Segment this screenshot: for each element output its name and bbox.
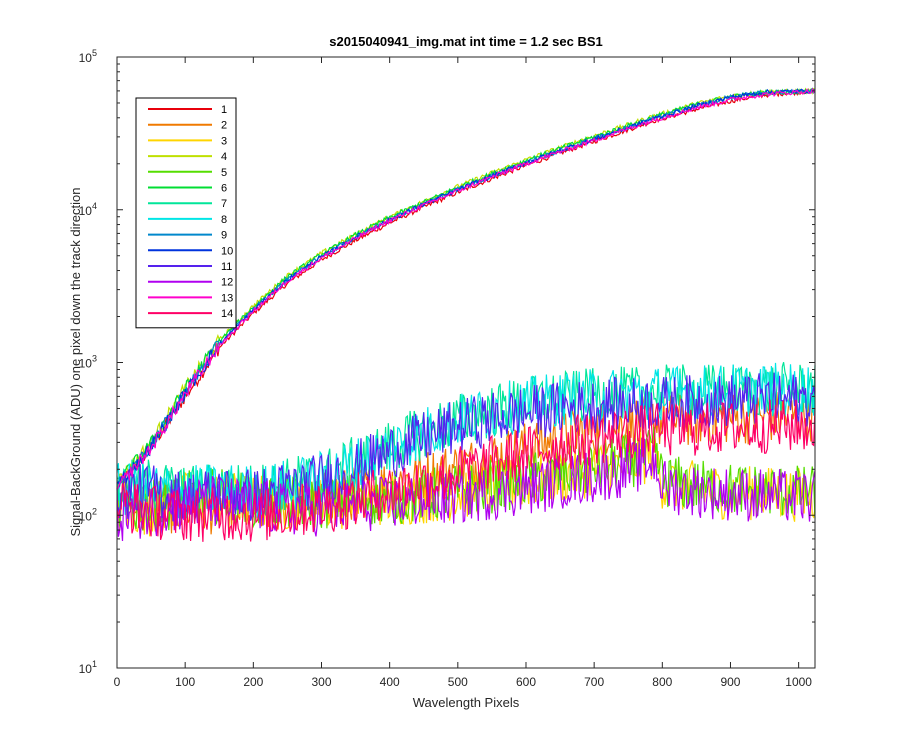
y-tick-label: 105: [79, 48, 97, 65]
legend-label: 1: [221, 104, 227, 116]
x-tick-label: 400: [380, 675, 400, 689]
x-tick-label: 900: [720, 675, 740, 689]
legend-label: 13: [221, 292, 233, 304]
legend-label: 5: [221, 167, 227, 179]
x-tick-label: 600: [516, 675, 536, 689]
x-axis-label: Wavelength Pixels: [413, 695, 520, 710]
series-line-13: [116, 87, 816, 490]
y-tick-label: 103: [79, 354, 97, 371]
chart-title: s2015040941_img.mat int time = 1.2 sec B…: [329, 34, 603, 49]
plot-frame: [116, 56, 816, 669]
x-tick-label: 0: [114, 675, 121, 689]
legend-label: 11: [221, 261, 232, 273]
y-axis-label: Signal-BackGround (ADU) one pixel down t…: [68, 187, 83, 536]
legend-label: 3: [221, 135, 227, 147]
x-axis: 0 100 200 300 400 500 600 700 800 900 1000: [114, 57, 812, 689]
series-line-12: [116, 437, 816, 542]
x-tick-label: 500: [448, 675, 468, 689]
y-tick-label: 101: [79, 659, 97, 676]
legend-box: [135, 97, 237, 329]
legend-label: 8: [221, 214, 227, 226]
legend-label: 12: [221, 277, 233, 289]
series-line-10: [116, 87, 816, 488]
legend-label: 6: [221, 183, 227, 195]
legend-label: 14: [221, 308, 233, 320]
x-tick-label: 700: [584, 675, 604, 689]
x-tick-label: 300: [311, 675, 331, 689]
x-tick-label: 1000: [785, 675, 812, 689]
y-tick-label: 102: [79, 506, 97, 523]
x-tick-label: 200: [243, 675, 263, 689]
legend-label: 7: [221, 198, 227, 210]
y-tick-label: 104: [79, 201, 97, 218]
legend-label: 9: [221, 230, 227, 242]
legend-label: 4: [221, 151, 227, 163]
series-line-11: [116, 372, 816, 524]
x-tick-label: 800: [652, 675, 672, 689]
x-tick-label: 100: [175, 675, 195, 689]
legend-label: 10: [221, 245, 233, 257]
series-line-14: [116, 399, 816, 542]
legend-label: 2: [221, 120, 227, 132]
